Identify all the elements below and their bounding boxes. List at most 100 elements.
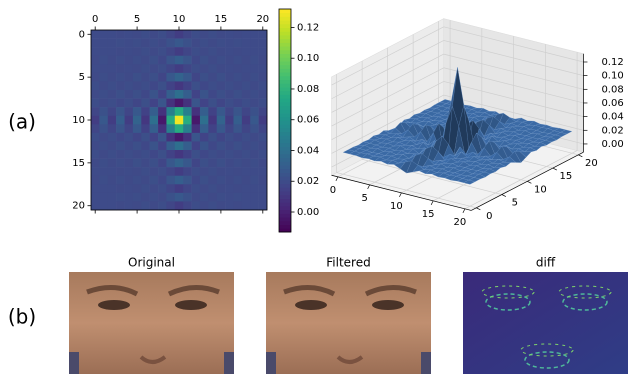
- heatmap-cell: [258, 55, 268, 65]
- heatmap-cell: [107, 141, 117, 151]
- heatmap-cell: [250, 192, 259, 202]
- grid-line: [331, 53, 444, 113]
- heatmap-cell: [141, 184, 150, 194]
- heatmap-cell: [116, 98, 125, 108]
- heatmap-cell: [233, 107, 243, 117]
- heatmap-cell: [132, 141, 142, 151]
- colorbar-segment: [279, 87, 291, 92]
- heatmap-cell: [116, 150, 125, 159]
- z-tick-label: 0.00: [601, 139, 623, 150]
- heatmap-cell: [124, 72, 134, 82]
- heatmap-cell: [208, 192, 218, 202]
- heatmap-cell: [166, 115, 176, 125]
- x-tick-label: 5: [134, 14, 140, 25]
- heatmap-cell: [225, 132, 234, 142]
- heatmap-cell: [107, 90, 117, 99]
- heatmap-cell: [149, 167, 159, 177]
- heatmap-cell: [250, 81, 259, 91]
- colorbar-segment: [279, 202, 291, 207]
- colorbar-segment: [279, 38, 291, 43]
- heatmap-cell: [241, 98, 251, 108]
- grid-line: [443, 53, 584, 90]
- brow: [86, 285, 139, 297]
- heatmap-cell: [250, 64, 259, 74]
- heatmap-cell: [250, 184, 259, 194]
- heatmap-cell: [166, 132, 176, 142]
- colorbar-segment: [279, 187, 291, 192]
- heatmap-cell: [250, 30, 259, 39]
- heatmap-cell: [166, 158, 176, 168]
- heatmap-cell: [199, 72, 209, 82]
- heatmap-cell: [124, 81, 134, 91]
- heatmap-cell: [191, 47, 201, 57]
- heatmap-cell: [233, 115, 243, 125]
- heatmap-cell: [225, 158, 234, 168]
- colorbar-segment: [279, 213, 291, 218]
- heatmap-cell: [250, 124, 259, 134]
- background: [224, 352, 234, 374]
- y-tick-label: 15: [559, 171, 572, 182]
- heatmap-cell: [166, 124, 176, 134]
- heatmap-cell: [216, 150, 226, 159]
- heatmap-cell: [199, 132, 209, 142]
- heatmap-cell: [132, 158, 142, 168]
- heatmap-cell: [241, 184, 251, 194]
- heatmap-cell: [116, 184, 125, 194]
- heatmap-cell: [183, 90, 192, 99]
- colorbar-segment: [279, 205, 291, 211]
- colorbar-segment: [279, 72, 291, 77]
- heatmap-cell: [158, 124, 167, 134]
- edge: [485, 293, 531, 311]
- heatmap-cell: [158, 184, 167, 194]
- colorbar-segment: [279, 228, 291, 233]
- heatmap-cell: [132, 132, 142, 142]
- heatmap-cell: [216, 132, 226, 142]
- heatmap-cell: [91, 158, 100, 168]
- heatmap-cell: [132, 201, 142, 211]
- z-tick-label: 0.02: [601, 125, 623, 136]
- heatmap-cell: [225, 64, 234, 74]
- heatmap-cell: [116, 47, 125, 57]
- image-title: Filtered: [326, 256, 370, 270]
- heatmap-cell: [107, 124, 117, 134]
- heatmap-cell: [141, 150, 150, 159]
- heatmap-cell: [233, 201, 243, 211]
- colorbar-segment: [279, 120, 291, 125]
- colorbar-segment: [279, 23, 291, 28]
- edge: [481, 285, 535, 299]
- heatmap-cell: [233, 72, 243, 82]
- colorbar-segment: [279, 139, 291, 144]
- heatmap-cell: [166, 201, 176, 211]
- heatmap-cell: [166, 81, 176, 91]
- heatmap-cell: [141, 201, 150, 211]
- heatmap-cell: [132, 30, 142, 39]
- heatmap-cell: [141, 141, 150, 151]
- x-tick: [335, 176, 339, 182]
- colorbar-segment: [279, 79, 291, 84]
- heatmap-cell: [199, 124, 209, 134]
- colorbar-segment: [279, 61, 291, 66]
- colorbar-tick-label: 0.06: [297, 115, 319, 126]
- heatmap-cell: [132, 124, 142, 134]
- heatmap-cell: [208, 47, 218, 57]
- heatmap-cell: [91, 98, 100, 108]
- heatmap-cell: [225, 81, 234, 91]
- heatmap-cell: [183, 115, 192, 125]
- heatmap-cell: [124, 184, 134, 194]
- heatmap-cell: [158, 47, 167, 57]
- heatmap-cell: [258, 158, 268, 168]
- heatmap-cell: [250, 98, 259, 108]
- colorbar-tick-label: 0.04: [297, 145, 319, 156]
- heatmap-cell: [132, 47, 142, 57]
- heatmap-cell: [199, 47, 209, 57]
- heatmap-cell: [141, 192, 150, 202]
- heatmap-cell: [208, 141, 218, 151]
- image: [266, 272, 431, 374]
- heatmap-cell: [149, 107, 159, 117]
- image: [463, 272, 628, 374]
- heatmap-cell: [174, 38, 184, 48]
- heatmap-cell: [116, 192, 125, 202]
- heatmap-cell: [107, 64, 117, 74]
- heatmap-cell: [158, 81, 167, 91]
- heatmap-cell: [191, 115, 201, 125]
